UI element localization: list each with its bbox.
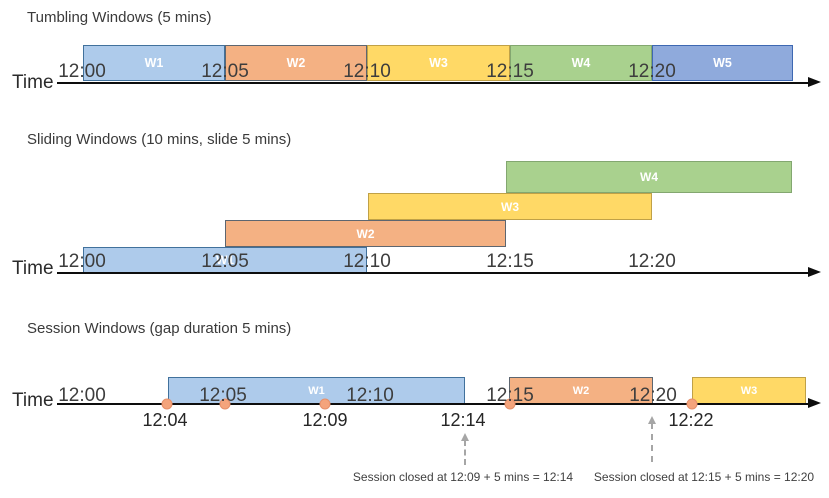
- session-tick-label: 12:00: [58, 385, 106, 406]
- session-window-w3: W3: [692, 377, 806, 404]
- session-timeline-arrow-icon: [808, 398, 821, 408]
- session-tick-label: 12:05: [199, 385, 247, 406]
- tumbling-title: Tumbling Windows (5 mins): [27, 9, 212, 26]
- session-timeline: [57, 403, 810, 405]
- session-callout-arrow-icon: [648, 416, 656, 424]
- sliding-tick-label: 12:15: [486, 251, 534, 272]
- tumbling-window-w3: W3: [367, 45, 510, 81]
- tumbling-window-w5: W5: [652, 45, 793, 81]
- tumbling-tick-label: 12:10: [343, 61, 391, 82]
- session-tick-label: 12:15: [486, 385, 534, 406]
- session-window-w2: W2: [509, 377, 653, 404]
- session-callout-arrow-icon: [461, 433, 469, 441]
- sliding-tick-label: 12:05: [201, 251, 249, 272]
- tumbling-window-label: W5: [713, 56, 732, 70]
- session-event-dot: [319, 398, 331, 410]
- tumbling-timeline-arrow-icon: [808, 77, 821, 87]
- tumbling-window-w4: W4: [510, 45, 652, 81]
- sliding-title: Sliding Windows (10 mins, slide 5 mins): [27, 131, 292, 148]
- session-event-dot: [504, 398, 516, 410]
- session-title: Session Windows (gap duration 5 mins): [27, 320, 292, 337]
- session-tick-label: 12:20: [629, 385, 677, 406]
- sliding-tick-label: 12:20: [628, 251, 676, 272]
- sliding-window-w2: W2: [225, 220, 506, 247]
- sliding-timeline: [57, 272, 810, 274]
- tumbling-time-axis-label: Time: [12, 72, 54, 93]
- tumbling-tick-label: 12:05: [201, 61, 249, 82]
- session-window-w1: W1: [168, 377, 465, 404]
- sliding-window-label: W3: [501, 199, 519, 214]
- tumbling-window-w1: W1: [83, 45, 225, 81]
- tumbling-tick-label: 12:00: [58, 61, 106, 82]
- tumbling-timeline: [57, 82, 810, 84]
- session-callout-arrow-line: [464, 440, 466, 465]
- session-window-label: W2: [572, 384, 590, 397]
- sliding-tick-label: 12:10: [343, 251, 391, 272]
- session-window-label: W3: [740, 384, 758, 397]
- sliding-time-axis-label: Time: [12, 258, 54, 279]
- session-callout-text: Session closed at 12:15 + 5 mins = 12:20: [593, 470, 815, 484]
- session-event-dot: [686, 398, 698, 410]
- session-event-dot: [219, 398, 231, 410]
- sliding-window-w3: W3: [368, 193, 652, 220]
- sliding-tick-label: 12:00: [58, 251, 106, 272]
- sliding-window-label: W2: [356, 226, 375, 241]
- tumbling-tick-label: 12:20: [628, 61, 676, 82]
- tumbling-window-label: W4: [571, 56, 591, 70]
- tumbling-window-label: W3: [429, 56, 448, 70]
- session-event-time-label: 12:14: [440, 410, 486, 430]
- tumbling-window-label: W1: [144, 56, 164, 70]
- session-time-axis-label: Time: [12, 390, 54, 411]
- tumbling-window-w2: W2: [225, 45, 367, 81]
- session-callout-arrow-line: [651, 423, 653, 462]
- session-tick-label: 12:10: [346, 385, 394, 406]
- sliding-window-label: W1: [216, 253, 234, 267]
- session-event-time-label: 12:22: [668, 410, 714, 430]
- session-window-label: W1: [308, 384, 325, 397]
- tumbling-tick-label: 12:15: [486, 61, 534, 82]
- session-callout-text: Session closed at 12:09 + 5 mins = 12:14: [352, 470, 574, 484]
- sliding-window-label: W4: [640, 170, 658, 184]
- session-event-time-label: 12:04: [142, 410, 188, 430]
- session-event-dot: [161, 398, 173, 410]
- session-event-time-label: 12:09: [302, 410, 348, 430]
- sliding-timeline-arrow-icon: [808, 267, 821, 277]
- sliding-window-w4: W4: [506, 161, 792, 193]
- tumbling-window-label: W2: [286, 56, 306, 70]
- sliding-window-w1: W1: [83, 247, 367, 273]
